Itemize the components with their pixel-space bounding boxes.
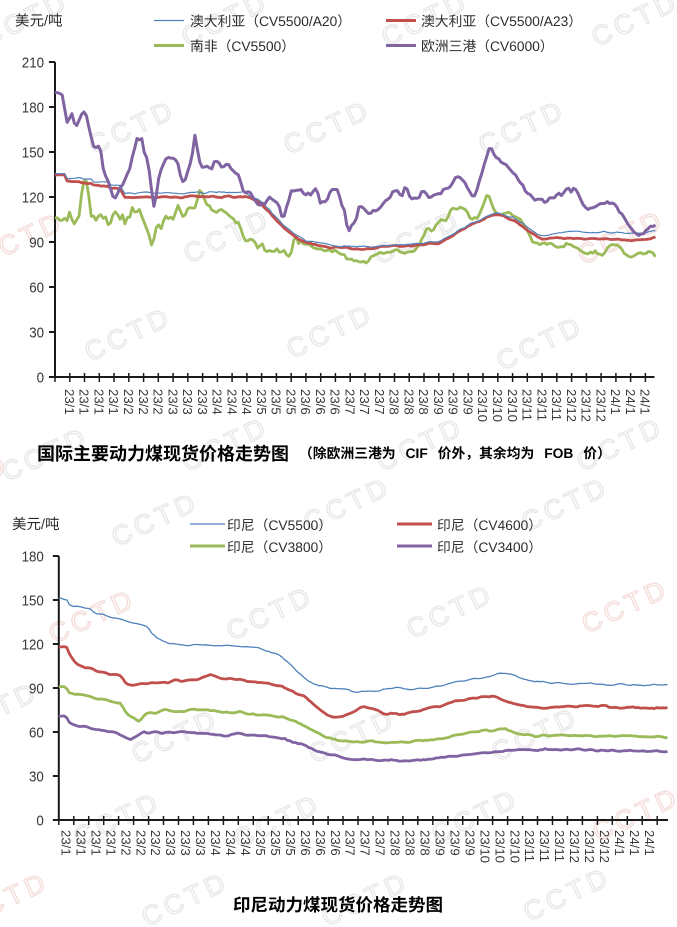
- svg-text:23/4: 23/4: [208, 830, 223, 856]
- svg-text:23/5: 23/5: [269, 389, 284, 415]
- svg-text:23/7: 23/7: [373, 830, 388, 856]
- svg-text:23/5: 23/5: [253, 830, 268, 856]
- svg-text:23/8: 23/8: [387, 389, 402, 415]
- svg-text:23/6: 23/6: [298, 389, 313, 415]
- svg-text:23/1: 23/1: [106, 389, 121, 415]
- svg-text:23/2: 23/2: [121, 389, 136, 415]
- svg-text:23/7: 23/7: [342, 389, 357, 415]
- svg-text:23/7: 23/7: [357, 389, 372, 415]
- svg-text:23/6: 23/6: [328, 830, 343, 856]
- svg-text:23/12: 23/12: [564, 389, 579, 422]
- svg-text:60: 60: [29, 724, 44, 741]
- svg-text:24/1: 24/1: [642, 830, 657, 856]
- svg-text:23/4: 23/4: [224, 389, 239, 415]
- svg-text:23/10: 23/10: [505, 389, 520, 422]
- svg-text:23/2: 23/2: [118, 830, 133, 856]
- svg-text:23/1: 23/1: [62, 389, 77, 415]
- svg-text:23/12: 23/12: [579, 389, 594, 422]
- svg-text:23/3: 23/3: [178, 830, 193, 856]
- svg-text:24/1: 24/1: [638, 389, 653, 415]
- svg-text:23/10: 23/10: [507, 830, 522, 863]
- svg-text:23/10: 23/10: [492, 830, 507, 863]
- svg-text:23/6: 23/6: [328, 389, 343, 415]
- svg-text:23/11: 23/11: [522, 830, 537, 862]
- svg-text:23/8: 23/8: [403, 830, 418, 856]
- svg-text:23/1: 23/1: [88, 830, 103, 856]
- svg-text:23/6: 23/6: [313, 830, 328, 856]
- svg-text:120: 120: [22, 636, 44, 653]
- svg-text:30: 30: [29, 324, 44, 341]
- svg-text:23/2: 23/2: [151, 389, 166, 415]
- svg-text:23/8: 23/8: [416, 389, 431, 415]
- svg-text:23/12: 23/12: [567, 830, 582, 863]
- svg-text:23/3: 23/3: [195, 389, 210, 415]
- svg-text:23/1: 23/1: [73, 830, 88, 856]
- svg-text:23/8: 23/8: [401, 389, 416, 415]
- svg-text:23/11: 23/11: [537, 830, 552, 862]
- svg-text:23/12: 23/12: [593, 389, 608, 422]
- svg-text:23/3: 23/3: [163, 830, 178, 856]
- svg-text:23/5: 23/5: [268, 830, 283, 856]
- svg-text:23/11: 23/11: [534, 389, 549, 421]
- svg-text:23/5: 23/5: [254, 389, 269, 415]
- svg-text:23/7: 23/7: [358, 830, 373, 856]
- svg-text:23/11: 23/11: [549, 389, 564, 421]
- svg-text:23/5: 23/5: [283, 830, 298, 856]
- svg-text:23/7: 23/7: [372, 389, 387, 415]
- svg-text:23/9: 23/9: [461, 389, 476, 415]
- svg-text:23/4: 23/4: [239, 389, 254, 415]
- svg-text:23/10: 23/10: [475, 389, 490, 422]
- svg-text:23/1: 23/1: [103, 830, 118, 856]
- svg-text:0: 0: [36, 812, 43, 829]
- svg-text:23/3: 23/3: [165, 389, 180, 415]
- svg-text:23/9: 23/9: [431, 389, 446, 415]
- svg-text:150: 150: [22, 144, 44, 161]
- svg-text:23/2: 23/2: [133, 830, 148, 856]
- svg-text:210: 210: [22, 54, 44, 71]
- svg-text:90: 90: [29, 234, 44, 251]
- svg-text:23/6: 23/6: [298, 830, 313, 856]
- svg-text:23/3: 23/3: [193, 830, 208, 856]
- svg-text:23/2: 23/2: [136, 389, 151, 415]
- svg-text:30: 30: [29, 768, 44, 785]
- svg-text:23/6: 23/6: [313, 389, 328, 415]
- svg-text:23/12: 23/12: [597, 830, 612, 863]
- svg-text:23/4: 23/4: [238, 830, 253, 856]
- svg-text:23/10: 23/10: [490, 389, 505, 422]
- svg-text:23/4: 23/4: [223, 830, 238, 856]
- svg-text:23/4: 23/4: [210, 389, 225, 415]
- svg-text:23/5: 23/5: [283, 389, 298, 415]
- svg-text:150: 150: [22, 592, 44, 609]
- svg-text:24/1: 24/1: [612, 830, 627, 856]
- svg-text:90: 90: [29, 680, 44, 697]
- svg-text:23/1: 23/1: [77, 389, 92, 415]
- svg-text:23/9: 23/9: [433, 830, 448, 856]
- svg-text:23/8: 23/8: [388, 830, 403, 856]
- svg-text:180: 180: [22, 548, 44, 565]
- svg-text:23/9: 23/9: [462, 830, 477, 856]
- svg-text:0: 0: [37, 369, 44, 386]
- svg-text:23/11: 23/11: [520, 389, 535, 421]
- svg-text:23/2: 23/2: [148, 830, 163, 856]
- svg-text:23/11: 23/11: [552, 830, 567, 862]
- svg-text:23/8: 23/8: [418, 830, 433, 856]
- svg-text:23/10: 23/10: [477, 830, 492, 863]
- svg-text:23/9: 23/9: [447, 830, 462, 856]
- svg-text:60: 60: [29, 279, 44, 296]
- svg-text:24/1: 24/1: [608, 389, 623, 415]
- svg-text:23/12: 23/12: [582, 830, 597, 863]
- svg-text:23/1: 23/1: [92, 389, 107, 415]
- svg-text:23/1: 23/1: [59, 830, 74, 856]
- svg-text:180: 180: [22, 99, 44, 116]
- svg-text:23/3: 23/3: [180, 389, 195, 415]
- svg-text:23/9: 23/9: [446, 389, 461, 415]
- svg-text:23/7: 23/7: [343, 830, 358, 856]
- svg-text:24/1: 24/1: [623, 389, 638, 415]
- svg-text:120: 120: [22, 189, 44, 206]
- svg-text:24/1: 24/1: [627, 830, 642, 856]
